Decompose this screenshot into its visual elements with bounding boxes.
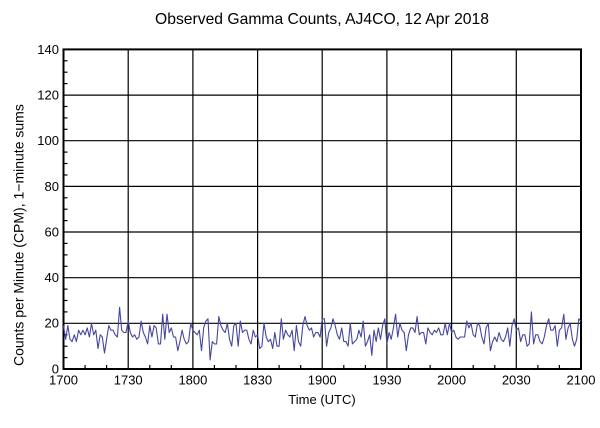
svg-text:Observed Gamma Counts, AJ4CO,: Observed Gamma Counts, AJ4CO, 12 Apr 201… [155,11,489,28]
svg-text:20: 20 [45,316,59,331]
svg-text:1830: 1830 [243,373,272,388]
svg-text:60: 60 [45,224,59,239]
svg-text:1800: 1800 [178,373,207,388]
svg-text:80: 80 [45,179,59,194]
svg-text:1730: 1730 [114,373,143,388]
svg-text:Counts per Minute (CPM), 1−min: Counts per Minute (CPM), 1−minute sums [11,104,27,366]
svg-text:2100: 2100 [567,373,596,388]
svg-text:Time (UTC): Time (UTC) [288,392,355,407]
svg-text:0: 0 [52,361,59,376]
svg-text:140: 140 [37,42,59,57]
svg-text:120: 120 [37,88,59,103]
svg-text:2000: 2000 [437,373,466,388]
svg-text:1930: 1930 [372,373,401,388]
svg-text:1700: 1700 [49,373,78,388]
svg-text:100: 100 [37,133,59,148]
svg-text:40: 40 [45,270,59,285]
svg-text:1900: 1900 [308,373,337,388]
svg-text:2030: 2030 [502,373,531,388]
